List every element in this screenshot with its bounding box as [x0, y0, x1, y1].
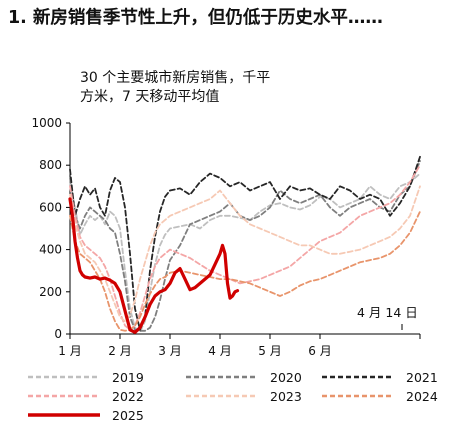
series-line-2024	[69, 210, 421, 332]
x-tick-label: 4 月	[208, 344, 231, 358]
series-line-2022	[69, 164, 421, 331]
y-tick-label: 1000	[31, 116, 62, 130]
y-tick-label: 800	[39, 158, 62, 172]
x-tick-label: 1 月	[58, 344, 81, 358]
y-tick-label: 200	[39, 285, 62, 299]
series-line-2025	[68, 197, 240, 334]
legend-label-2024: 2024	[406, 389, 438, 404]
legend-label-2019: 2019	[112, 370, 144, 385]
legend-label-2021: 2021	[406, 370, 438, 385]
x-tick-label: 2 月	[108, 344, 131, 358]
legend-label-2022: 2022	[112, 389, 144, 404]
x-tick-label: 5 月	[258, 344, 281, 358]
series-line-2021	[69, 155, 421, 331]
y-tick-label: 600	[39, 200, 62, 214]
chart-legend: 2019 2020 2021 2022 2023 2024 2025	[28, 370, 438, 423]
annotation-layer: 4 月 14 日	[357, 305, 418, 330]
legend-label-2023: 2023	[270, 389, 302, 404]
chart-axes: 0 200 400 600 800 1000 1 月 2 月 3 月 4 月 5 月 6 月	[31, 116, 421, 358]
legend-label-2025: 2025	[112, 408, 144, 423]
page-title: 1. 新房销售季节性上升，但仍低于历史水平……	[8, 8, 383, 28]
x-tick-label: 3 月	[158, 344, 181, 358]
series-layer	[68, 155, 421, 334]
series-line-2023	[69, 185, 421, 323]
y-tick-label: 0	[54, 327, 62, 341]
chart-subtitle: 30 个主要城市新房销售，千平 方米，7 天移动平均值	[80, 70, 271, 105]
y-tick-label: 400	[39, 243, 62, 257]
legend-label-2020: 2020	[270, 370, 302, 385]
date-annotation: 4 月 14 日	[357, 305, 418, 320]
x-tick-label: 6 月	[308, 344, 331, 358]
series-line-2020	[69, 160, 421, 332]
series-line-2019	[69, 172, 421, 333]
